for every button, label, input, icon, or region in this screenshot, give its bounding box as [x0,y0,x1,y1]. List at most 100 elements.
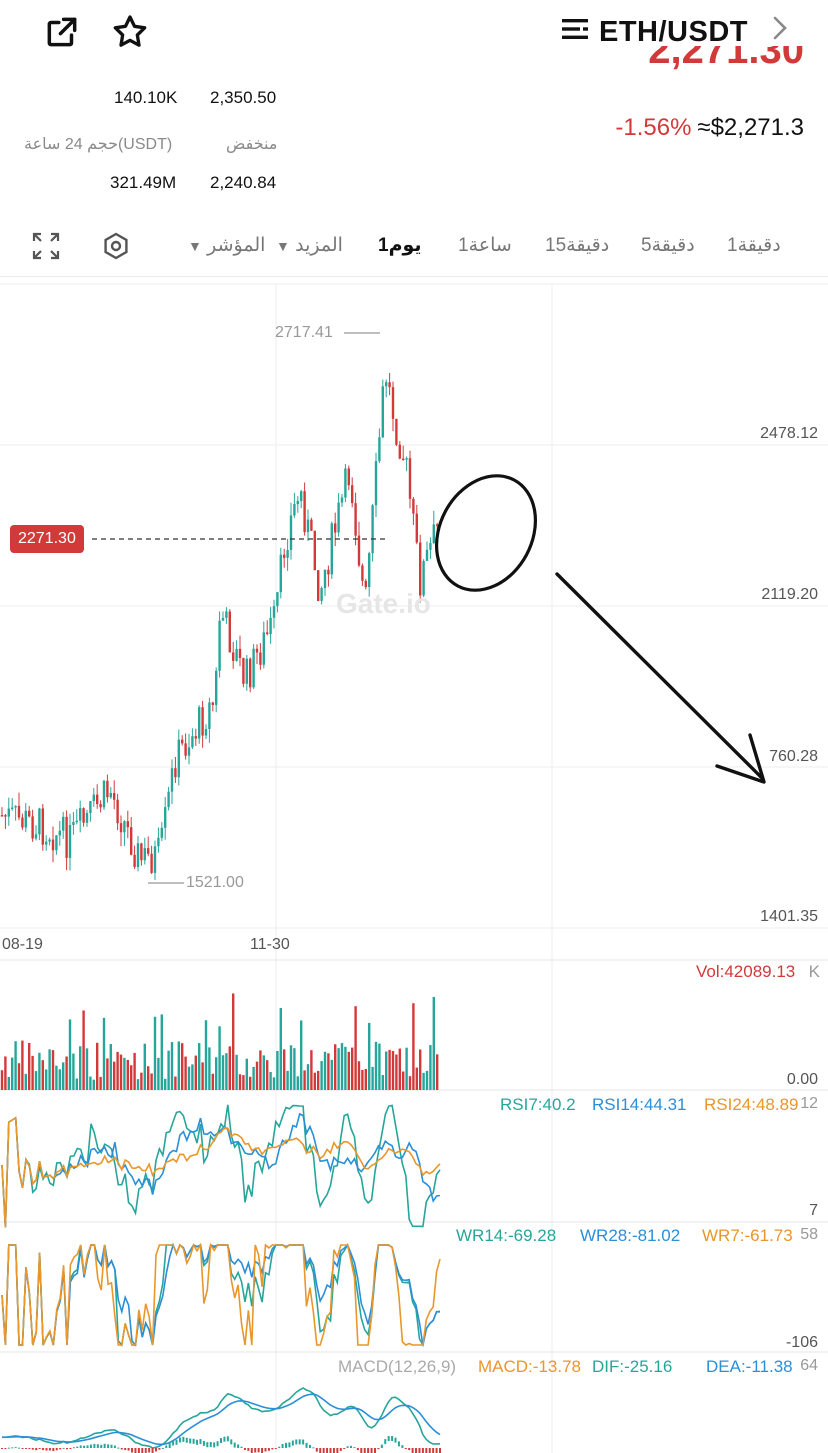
vol-usdt-label: حجم 24 ساعة(USDT) [24,136,173,153]
volume-bar [255,1061,259,1090]
watermark-logo: Gate.io [336,588,431,619]
macd-histogram-bar [384,1439,387,1445]
volume-bar [194,1055,197,1090]
candle-body [208,702,211,730]
macd-histogram-bar [79,1445,82,1448]
candle-body [38,808,41,835]
candle-body [96,794,99,805]
candle-body [228,611,231,653]
volume-bar [38,1052,41,1090]
macd-histogram-bar [435,1448,438,1453]
volume-bar [300,1020,303,1090]
dif-line [1,1387,441,1449]
macd-histogram-bar [220,1438,222,1444]
macd-histogram-bar [120,1448,123,1450]
candle-body [58,830,61,836]
macd-histogram-bar [380,1444,383,1448]
candle-body [310,519,313,531]
candle-body [351,485,354,504]
candle-body [109,792,112,798]
fullscreen-icon[interactable] [32,232,60,265]
x-axis-label: 11-30 [250,936,290,953]
volume-bar [126,1059,129,1090]
candle-body [259,652,262,665]
tab-1d[interactable]: 1يوم [378,235,422,256]
volume-bar [11,1057,14,1090]
star-icon[interactable] [108,10,152,54]
macd-histogram-bar [315,1448,318,1452]
macd-histogram-bar [69,1448,72,1449]
volume-bar [85,1048,89,1090]
candle-body [75,820,78,823]
candle-body [45,841,48,845]
macd-histogram-bar [72,1447,75,1449]
candle-body [187,747,191,756]
tab-1m[interactable]: 1دقيقة [727,235,781,256]
volume-bar [211,1073,214,1090]
volume-bar [143,1043,146,1090]
tab-15m[interactable]: 15دقيقة [545,235,610,256]
tab-1h[interactable]: 1ساعة [458,235,512,256]
volume-bar [364,1068,367,1090]
volume-bar [24,1073,27,1090]
candlestick-series [0,372,439,881]
volume-bar [235,1054,238,1090]
candle-body [242,657,245,684]
volume-bar [432,996,435,1090]
volume-bar [361,1069,364,1090]
macd-histogram-bar [305,1442,308,1448]
volume-bar [113,1061,116,1090]
macd-histogram-bar [161,1447,164,1449]
settings-hex-icon[interactable] [102,232,130,265]
candle-body [174,768,177,778]
candle-body [184,743,187,756]
volume-bar [313,1072,316,1090]
tab-indicator[interactable]: ▼ المؤشر [188,234,265,257]
candle-body [147,848,150,854]
dea-line [2,1393,441,1446]
volume-bar [381,1075,384,1090]
macd-histogram-bar [14,1447,17,1449]
macd-histogram-bar [418,1448,421,1453]
pair-selector[interactable]: ETH/USDT [561,10,788,54]
candle-body [17,805,21,818]
macd-histogram-bar [66,1448,69,1450]
macd-histogram-bar [216,1441,219,1447]
tab-5m[interactable]: 5دقيقة [641,235,695,256]
macd-histogram-bar [411,1448,414,1453]
macd-histogram-bar [209,1441,212,1447]
share-external-icon[interactable] [40,10,84,54]
macd-histogram-bar [425,1448,428,1453]
candle-body [279,554,282,593]
macd-histogram-bar [254,1448,257,1453]
macd-histogram-bar [62,1447,65,1449]
macd-histogram-bar [278,1446,281,1448]
volume-bar [96,1042,99,1090]
volume-bar [89,1076,92,1090]
volume-bar [415,1067,418,1090]
candle-body [269,617,272,635]
macd-histogram-bar [401,1445,404,1448]
chevron-right-icon [772,15,788,49]
macd-histogram-bar [137,1448,140,1453]
macd-histogram-bar [288,1442,291,1448]
tab-indicator-label: المؤشر [207,235,266,256]
candle-body [381,386,384,438]
macd-histogram-bar [350,1445,353,1448]
tab-more[interactable]: ▼ المزيد [276,234,343,257]
macd-histogram-bar [59,1448,62,1450]
macd-histogram-bar [281,1443,284,1448]
rsi14-label: RSI14:44.31 [592,1095,687,1114]
volume-bar [395,1054,398,1090]
volume-bar [150,1073,153,1090]
candle-body [201,707,204,736]
last-price-clip: 2,271.30 [648,46,804,86]
macd-histogram-bar [76,1446,79,1448]
macd-histogram-bar [240,1446,243,1448]
volume-label-overlap: K [808,962,820,981]
volume-bar [133,1052,136,1090]
candle-body [337,502,340,533]
volume-bar [408,1076,412,1090]
candle-body [395,418,398,445]
